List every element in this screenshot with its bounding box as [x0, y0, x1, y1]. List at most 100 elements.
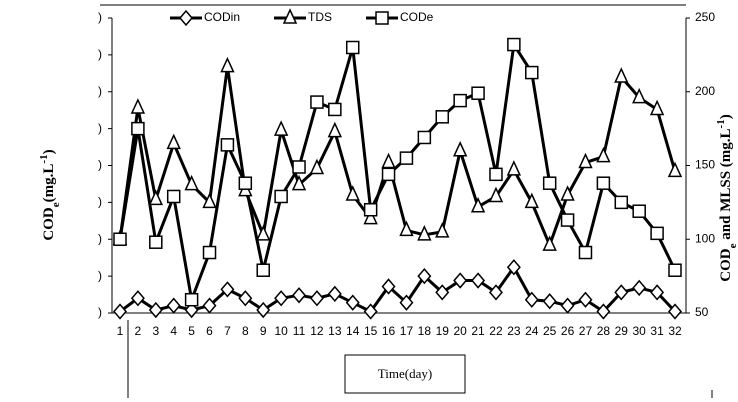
point — [471, 272, 486, 289]
point — [131, 121, 145, 136]
y2-label-part: -1 — [715, 119, 727, 128]
point — [291, 174, 307, 191]
point — [488, 186, 504, 203]
point — [668, 263, 682, 277]
x-tick-label: 29 — [615, 324, 629, 338]
point — [650, 284, 665, 301]
y-label-part: -1 — [38, 154, 50, 163]
point — [452, 140, 468, 157]
point — [435, 284, 450, 301]
point — [632, 279, 647, 297]
x-tick-label: 12 — [310, 324, 324, 338]
x-tick-label: 28 — [597, 324, 611, 338]
point — [292, 160, 306, 174]
point — [310, 95, 324, 109]
point — [166, 189, 181, 204]
x-tick-label: 26 — [561, 324, 575, 338]
point — [309, 290, 324, 307]
y-tick-label: ) — [98, 158, 102, 172]
x-tick-label: 24 — [525, 324, 539, 338]
y2-tick-label: 200 — [695, 84, 715, 98]
y-tick-label: ) — [98, 305, 102, 319]
y-tick-label: ) — [98, 121, 102, 135]
point — [220, 138, 235, 152]
point — [632, 87, 647, 104]
point — [202, 297, 217, 314]
point — [435, 222, 450, 238]
x-tick-label: 5 — [188, 324, 195, 338]
legend-marker — [179, 9, 193, 27]
point — [560, 297, 575, 314]
point — [471, 86, 485, 100]
y2-tick-label: 250 — [695, 10, 715, 24]
y2-label: CODe and MLSS (mg.L-1) — [715, 114, 738, 281]
series-line — [118, 65, 677, 247]
point — [668, 303, 682, 320]
point — [184, 292, 199, 307]
x-tick-label: 7 — [224, 324, 231, 338]
point — [435, 110, 450, 124]
point — [345, 294, 360, 311]
point — [292, 287, 307, 304]
point — [650, 226, 664, 241]
point — [256, 225, 271, 241]
point — [238, 176, 253, 190]
y2-tick-label: 100 — [695, 231, 715, 245]
x-tick-label: 25 — [543, 324, 557, 338]
y-tick-label: ) — [98, 84, 102, 98]
point — [489, 167, 503, 182]
x-tick-label: 2 — [135, 324, 142, 338]
x-tick-label: 27 — [579, 324, 593, 338]
y-label-part: e — [50, 202, 62, 207]
point — [542, 176, 557, 190]
point — [542, 235, 557, 251]
point — [507, 37, 521, 52]
point — [560, 185, 575, 201]
point — [256, 263, 270, 277]
point — [148, 189, 163, 206]
point — [327, 285, 342, 302]
y2-tick-label: 150 — [695, 158, 715, 172]
point — [328, 102, 342, 117]
point — [202, 245, 217, 260]
x-tick-label: 13 — [328, 324, 342, 338]
point — [399, 294, 414, 311]
point — [363, 303, 378, 320]
point — [506, 160, 522, 176]
point — [614, 195, 629, 210]
x-tick-label: 22 — [489, 324, 503, 338]
point — [273, 120, 289, 136]
x-tick-label: 19 — [436, 324, 450, 338]
point — [578, 152, 593, 169]
point — [309, 158, 325, 175]
point — [417, 130, 432, 145]
point — [524, 291, 539, 308]
y-tick-label: ) — [98, 195, 102, 209]
y-label: CODe(mg.L-1) — [38, 149, 62, 240]
y-tick-label: ) — [98, 10, 102, 24]
point — [470, 197, 486, 213]
point — [256, 301, 271, 319]
point — [148, 301, 163, 319]
y-tick-label: ) — [98, 268, 102, 282]
point — [399, 220, 414, 237]
x-label-box — [344, 354, 466, 394]
point — [381, 278, 396, 295]
point — [560, 213, 575, 227]
series-line — [118, 43, 677, 302]
x-label: Time(day) — [378, 366, 432, 381]
x-tick-label: 23 — [507, 324, 521, 338]
point — [130, 98, 146, 114]
point — [184, 301, 199, 319]
point — [113, 232, 127, 246]
point — [578, 245, 593, 260]
x-tick-label: 14 — [346, 324, 360, 338]
point — [614, 284, 629, 301]
point — [130, 290, 145, 307]
x-tick-label: 1 — [117, 324, 124, 338]
point — [149, 235, 163, 249]
point — [524, 192, 539, 209]
point — [274, 189, 288, 204]
point — [113, 303, 127, 320]
point — [578, 291, 593, 308]
